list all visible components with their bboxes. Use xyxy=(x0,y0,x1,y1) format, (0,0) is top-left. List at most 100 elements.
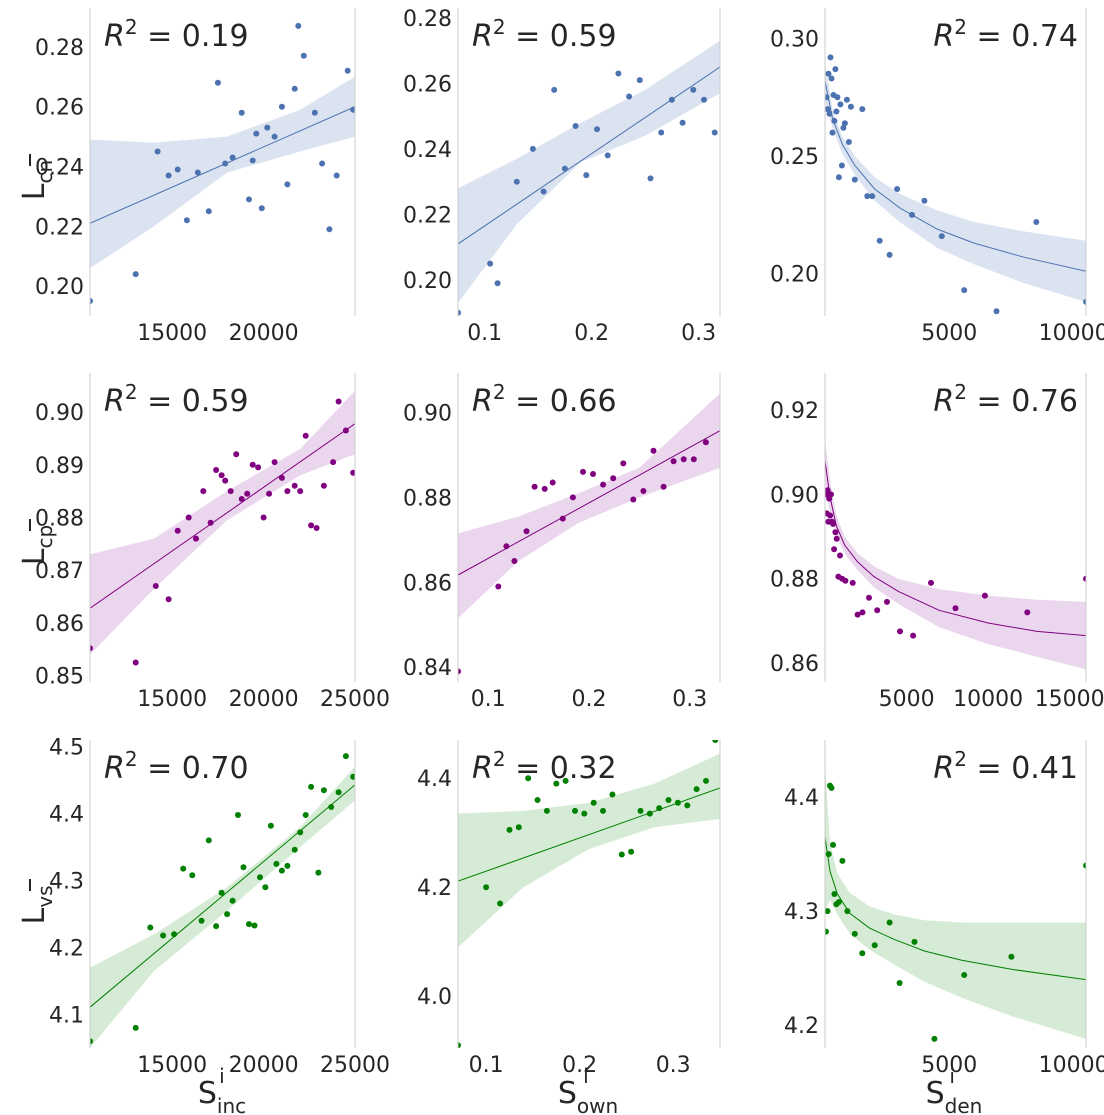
data-point xyxy=(320,482,327,489)
data-point xyxy=(198,917,205,924)
y-tick-label: 0.90 xyxy=(403,402,452,427)
data-point xyxy=(828,75,835,82)
data-point xyxy=(253,130,260,137)
data-point xyxy=(264,124,271,131)
data-point xyxy=(152,583,159,589)
data-point xyxy=(851,176,858,183)
data-point xyxy=(1024,609,1031,616)
data-point xyxy=(843,96,850,103)
data-point xyxy=(497,900,504,907)
data-point xyxy=(551,86,558,93)
data-point xyxy=(837,552,843,559)
data-point xyxy=(921,197,928,204)
data-point xyxy=(981,592,988,599)
data-point xyxy=(313,525,320,531)
y-tick-label: 0.20 xyxy=(403,269,452,294)
data-point xyxy=(993,308,1000,315)
confidence-band xyxy=(458,753,720,948)
data-point xyxy=(534,797,541,803)
data-point xyxy=(284,181,291,188)
x-tick-label: 5000 xyxy=(921,321,977,346)
data-point xyxy=(569,494,576,501)
data-point xyxy=(154,148,161,155)
data-point xyxy=(559,515,566,522)
data-point xyxy=(610,475,617,482)
y-tick-label: 0.87 xyxy=(35,559,84,584)
x-tick-label: 15000 xyxy=(137,687,207,712)
r-squared-label: R2 = 0.32 xyxy=(472,747,617,786)
data-point xyxy=(615,70,622,77)
y-tick-label: 0.90 xyxy=(770,483,819,508)
y-tick-label: 0.26 xyxy=(403,72,452,97)
y-tick-label: 4.4 xyxy=(49,803,84,828)
x-tick-label: 15000 xyxy=(1035,687,1104,712)
data-point xyxy=(859,106,866,113)
data-point xyxy=(291,85,298,92)
data-point xyxy=(494,280,501,287)
data-point xyxy=(833,535,840,542)
data-point xyxy=(213,923,220,930)
data-point xyxy=(961,287,968,294)
data-point xyxy=(291,846,298,853)
data-point xyxy=(515,824,522,831)
data-point xyxy=(604,152,611,159)
data-point xyxy=(825,94,830,101)
data-point xyxy=(255,464,262,471)
data-point xyxy=(350,773,355,780)
data-point xyxy=(618,851,625,858)
data-point xyxy=(342,753,349,760)
data-point xyxy=(931,1035,938,1042)
data-point xyxy=(506,826,513,833)
data-point xyxy=(670,458,677,465)
data-point xyxy=(213,467,220,473)
x-tick-label: 5000 xyxy=(921,1053,977,1078)
panel-r1-c3: 0.20 0.25 0.30 5000 10000 R2 = 0.74 xyxy=(770,8,1104,346)
data-point xyxy=(297,829,304,836)
data-point xyxy=(825,106,831,113)
data-point xyxy=(458,1042,461,1048)
data-point xyxy=(90,298,93,304)
y-tick-label: 0.85 xyxy=(35,665,84,690)
y-tick-label: 0.28 xyxy=(35,36,84,61)
data-point xyxy=(257,874,263,881)
data-point xyxy=(831,117,838,124)
confidence-band xyxy=(458,40,720,303)
data-point xyxy=(319,160,326,167)
data-point xyxy=(825,70,832,77)
data-point xyxy=(330,459,337,466)
data-point xyxy=(350,469,355,476)
fit-line xyxy=(825,80,1086,272)
data-point xyxy=(278,474,285,481)
data-point xyxy=(266,490,273,497)
data-point xyxy=(874,607,881,614)
data-point xyxy=(193,535,199,542)
data-point xyxy=(308,783,315,790)
y-tick-label: 4.5 xyxy=(49,736,84,761)
data-point xyxy=(609,791,616,798)
x-tick-label: 0.2 xyxy=(572,687,607,712)
panel-r2-c3: 0.86 0.88 0.90 0.92 5000 10000 15000 R2 = 0.76 xyxy=(770,373,1104,712)
data-point xyxy=(278,867,285,874)
data-point xyxy=(894,186,901,192)
data-point xyxy=(302,812,309,818)
data-point xyxy=(244,490,251,497)
data-point xyxy=(495,583,502,590)
data-point xyxy=(845,139,852,145)
data-point xyxy=(205,208,212,215)
ylabel-row-1: Lcn xyxy=(17,160,57,200)
data-point xyxy=(1083,298,1086,305)
data-point xyxy=(335,789,342,796)
plot-area xyxy=(825,439,1086,670)
data-point xyxy=(590,799,597,806)
x-tick-label: 10000 xyxy=(1039,321,1104,346)
data-point xyxy=(831,891,838,897)
data-point xyxy=(267,822,274,829)
r-squared-label: R2 = 0.41 xyxy=(933,747,1078,786)
data-point xyxy=(189,872,196,879)
data-point xyxy=(503,543,510,550)
panel-r3-c3: 4.2 4.3 4.4 5000 10000 R2 = 0.41 xyxy=(784,740,1104,1078)
data-point xyxy=(333,172,340,179)
data-point xyxy=(844,908,851,915)
panel-r1-c2: 0.20 0.22 0.24 0.26 0.28 0.1 0.2 0.3 R2 = 0.59 xyxy=(403,7,721,346)
confidence-band xyxy=(825,62,1086,302)
